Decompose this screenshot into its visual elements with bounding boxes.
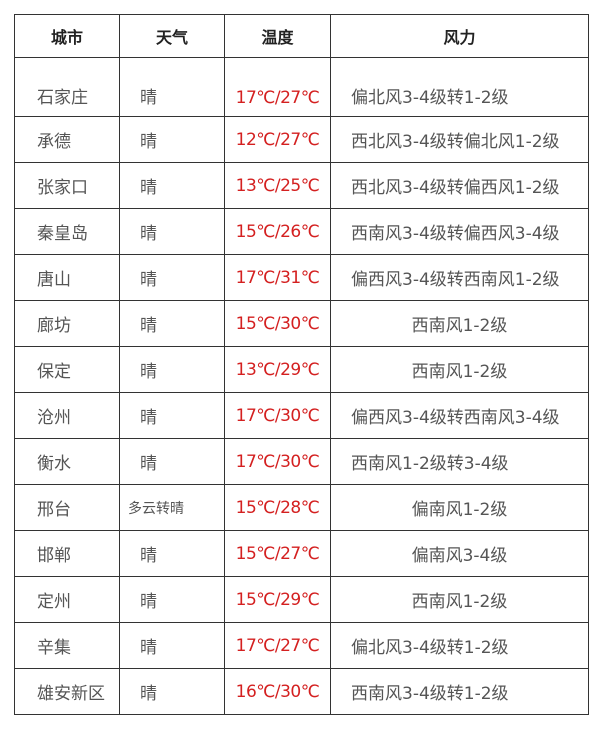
temperature-cell: 12℃/27℃ xyxy=(224,116,331,163)
weather-cell: 晴 xyxy=(119,162,225,209)
table-row: 张家口晴 13℃/25℃ 西北风3-4级转偏西风1-2级 xyxy=(14,162,589,209)
wind-cell: 西北风3-4级转偏北风1-2级 xyxy=(330,116,589,163)
temperature-cell: 13℃/25℃ xyxy=(224,162,331,209)
wind-cell: 西南风1-2级转3-4级 xyxy=(330,438,589,485)
weather-cell: 晴 xyxy=(119,208,225,255)
temperature-cell: 17℃/30℃ xyxy=(224,438,331,485)
city-cell: 邯郸 xyxy=(14,530,120,577)
weather-cell: 晴 xyxy=(119,438,225,485)
table-row: 唐山晴 17℃/31℃ 偏西风3-4级转西南风1-2级 xyxy=(14,254,589,301)
city-cell: 石家庄 xyxy=(14,57,120,117)
weather-cell: 晴 xyxy=(119,530,225,577)
temperature-cell: 13℃/29℃ xyxy=(224,346,331,393)
wind-cell: 偏西风3-4级转西南风3-4级 xyxy=(330,392,589,439)
city-cell: 秦皇岛 xyxy=(14,208,120,255)
table-row: 定州晴 15℃/29℃ 西南风1-2级 xyxy=(14,576,589,623)
wind-cell: 偏北风3-4级转1-2级 xyxy=(330,622,589,669)
temperature-cell: 17℃/27℃ xyxy=(224,622,331,669)
city-cell: 衡水 xyxy=(14,438,120,485)
temperature-cell: 17℃/31℃ xyxy=(224,254,331,301)
table-row: 保定晴 13℃/29℃ 西南风1-2级 xyxy=(14,346,589,393)
weather-cell: 晴 xyxy=(119,346,225,393)
wind-cell: 西南风3-4级转偏西风3-4级 xyxy=(330,208,589,255)
city-cell: 张家口 xyxy=(14,162,120,209)
wind-cell: 偏南风3-4级 xyxy=(330,530,589,577)
city-cell: 承德 xyxy=(14,116,120,163)
weather-cell: 晴 xyxy=(119,254,225,301)
temperature-cell: 16℃/30℃ xyxy=(224,668,331,715)
weather-table: 城市 天气 温度 风力 石家庄晴 17℃/27℃ 偏北风3-4级转1-2级 承德晴 12… xyxy=(14,14,589,715)
wind-cell: 西南风1-2级 xyxy=(330,576,589,623)
header-city: 城市 xyxy=(14,14,120,58)
city-cell: 定州 xyxy=(14,576,120,623)
city-cell: 廊坊 xyxy=(14,300,120,347)
table-row: 秦皇岛晴 15℃/26℃ 西南风3-4级转偏西风3-4级 xyxy=(14,208,589,255)
temperature-cell: 15℃/29℃ xyxy=(224,576,331,623)
city-cell: 沧州 xyxy=(14,392,120,439)
header-row: 城市 天气 温度 风力 xyxy=(14,14,589,58)
city-cell: 保定 xyxy=(14,346,120,393)
temperature-cell: 17℃/27℃ xyxy=(224,57,331,117)
table-row: 辛集晴 17℃/27℃ 偏北风3-4级转1-2级 xyxy=(14,622,589,669)
city-cell: 雄安新区 xyxy=(14,668,120,715)
city-cell: 邢台 xyxy=(14,484,120,531)
weather-cell: 晴 xyxy=(119,392,225,439)
wind-cell: 偏北风3-4级转1-2级 xyxy=(330,57,589,117)
temperature-cell: 15℃/30℃ xyxy=(224,300,331,347)
weather-cell: 多云转晴 xyxy=(119,484,225,531)
wind-cell: 偏西风3-4级转西南风1-2级 xyxy=(330,254,589,301)
weather-cell: 晴 xyxy=(119,57,225,117)
weather-cell: 晴 xyxy=(119,300,225,347)
wind-cell: 西南风1-2级 xyxy=(330,346,589,393)
city-cell: 唐山 xyxy=(14,254,120,301)
table-row: 邯郸晴 15℃/27℃ 偏南风3-4级 xyxy=(14,530,589,577)
header-wind: 风力 xyxy=(330,14,589,58)
temperature-cell: 15℃/26℃ xyxy=(224,208,331,255)
table-row: 廊坊晴 15℃/30℃ 西南风1-2级 xyxy=(14,300,589,347)
temperature-cell: 17℃/30℃ xyxy=(224,392,331,439)
weather-cell: 晴 xyxy=(119,668,225,715)
temperature-cell: 15℃/27℃ xyxy=(224,530,331,577)
table-row: 承德晴 12℃/27℃ 西北风3-4级转偏北风1-2级 xyxy=(14,116,589,163)
wind-cell: 偏南风1-2级 xyxy=(330,484,589,531)
header-weather: 天气 xyxy=(119,14,225,58)
weather-cell: 晴 xyxy=(119,116,225,163)
table-row: 雄安新区晴 16℃/30℃ 西南风3-4级转1-2级 xyxy=(14,668,589,715)
weather-cell: 晴 xyxy=(119,576,225,623)
wind-cell: 西南风1-2级 xyxy=(330,300,589,347)
table-row: 石家庄晴 17℃/27℃ 偏北风3-4级转1-2级 xyxy=(14,57,589,117)
header-temperature: 温度 xyxy=(224,14,331,58)
table-row: 沧州晴 17℃/30℃ 偏西风3-4级转西南风3-4级 xyxy=(14,392,589,439)
city-cell: 辛集 xyxy=(14,622,120,669)
wind-cell: 西北风3-4级转偏西风1-2级 xyxy=(330,162,589,209)
temperature-cell: 15℃/28℃ xyxy=(224,484,331,531)
table-row: 邢台 多云转晴 15℃/28℃ 偏南风1-2级 xyxy=(14,484,589,531)
wind-cell: 西南风3-4级转1-2级 xyxy=(330,668,589,715)
table-row: 衡水晴 17℃/30℃ 西南风1-2级转3-4级 xyxy=(14,438,589,485)
weather-cell: 晴 xyxy=(119,622,225,669)
